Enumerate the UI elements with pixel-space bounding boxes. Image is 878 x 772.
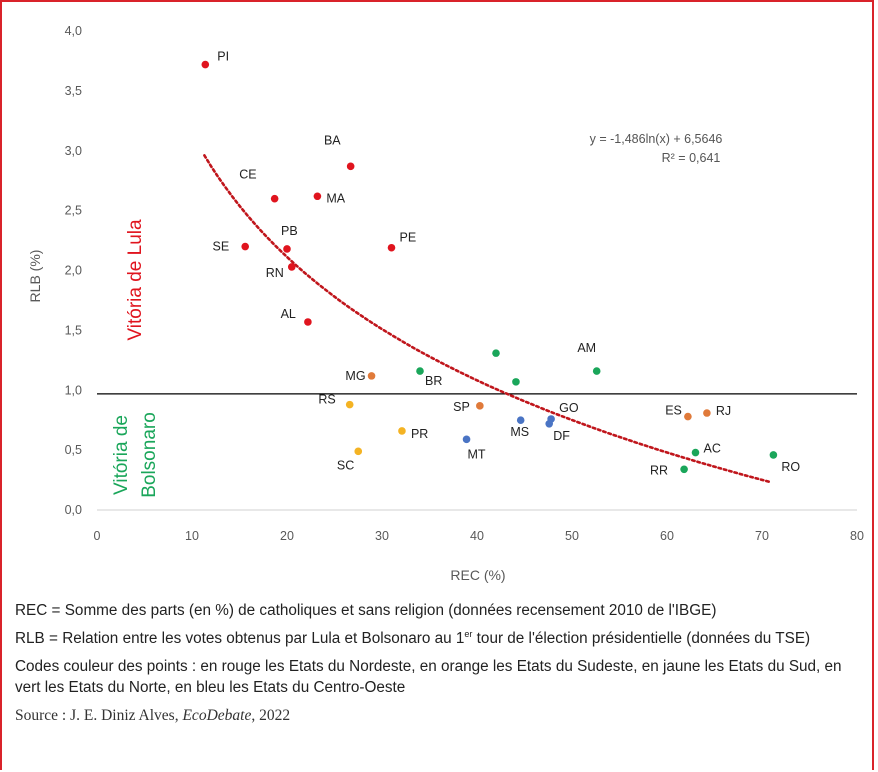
data-point — [516, 416, 525, 424]
data-point — [492, 349, 500, 357]
point-label: BR — [425, 374, 442, 388]
x-tick-label: 30 — [375, 529, 389, 543]
x-tick-label: 40 — [470, 529, 484, 543]
scatter-chart: 0 10 20 30 40 50 60 70 80 0,0 0,5 1,0 1,5 2,0 2,5 3,0 3,… — [27, 24, 864, 583]
point-label: PR — [411, 427, 428, 441]
y-tick-label: 1,5 — [65, 323, 82, 337]
chart-notes: REC = Somme des parts (en %) de catholiq… — [15, 600, 865, 733]
x-tick-label: 20 — [280, 529, 294, 543]
data-point — [684, 412, 692, 421]
note-rec: REC = Somme des parts (en %) de catholiq… — [15, 602, 717, 619]
x-tick-label: 50 — [565, 529, 579, 543]
point-label: RS — [318, 393, 335, 407]
data-point — [313, 192, 322, 201]
x-tick-label: 80 — [850, 529, 864, 543]
point-label: RR — [650, 463, 668, 477]
trendline — [203, 154, 773, 484]
data-point — [345, 400, 354, 409]
data-point — [398, 427, 406, 435]
trendline-equation: y = -1,486ln(x) + 6,5646 — [590, 132, 723, 146]
axes: 0 10 20 30 40 50 60 70 80 0,0 0,5 1,0 1,5 2,0 2,5 3,0 3,… — [65, 24, 864, 543]
lula-region-label: Vitória de Lula — [125, 219, 146, 341]
point-label: PI — [217, 50, 229, 64]
data-point — [691, 448, 700, 457]
y-tick-label: 2,0 — [65, 264, 82, 278]
data-point — [201, 60, 210, 69]
data-point — [270, 194, 279, 203]
point-label: MT — [468, 447, 486, 461]
point-label: CE — [239, 168, 256, 182]
x-tick-label: 70 — [755, 529, 769, 543]
y-tick-label: 2,5 — [65, 204, 82, 218]
data-point — [287, 263, 296, 271]
data-point — [241, 242, 249, 251]
point-label: ES — [665, 404, 682, 418]
point-label: RN — [266, 266, 284, 280]
point-label: AL — [281, 307, 296, 321]
bolsonaro-region-label-line1: Vitória de — [111, 415, 132, 495]
note-colors: Codes couleur des points : en rouge les … — [15, 658, 842, 696]
y-tick-label: 1,0 — [65, 383, 82, 397]
data-point — [367, 372, 376, 380]
data-point — [304, 318, 312, 326]
data-point — [346, 162, 355, 171]
bolsonaro-region-label-line2: Bolsonaro — [139, 412, 160, 498]
data-point — [416, 367, 424, 375]
point-labels: PI BA CE MA SE PB PE RN AL MG SP ES RJ RS PR SC BR AM AC RR… — [213, 50, 801, 478]
point-label: DF — [553, 429, 570, 443]
source-citation: Source : J. E. Diniz Alves, EcoDebate, 2… — [15, 707, 291, 724]
point-label: GO — [559, 401, 579, 415]
x-axis-label: REC (%) — [450, 567, 505, 583]
point-label: MG — [345, 369, 365, 383]
point-label: RJ — [716, 404, 731, 418]
trendline-path — [203, 154, 773, 484]
point-label: PE — [400, 231, 417, 245]
note-rlb: RLB = Relation entre les votes obtenus p… — [15, 628, 811, 647]
point-label: AM — [577, 341, 596, 355]
y-tick-label: 3,5 — [65, 84, 82, 98]
trendline-r2: R² = 0,641 — [662, 151, 721, 165]
point-label: SE — [213, 240, 230, 254]
data-point — [387, 243, 396, 252]
data-point — [703, 409, 711, 417]
data-point — [354, 447, 363, 456]
point-label: RO — [781, 460, 800, 474]
y-axis-label: RLB (%) — [27, 250, 43, 303]
x-tick-label: 0 — [94, 529, 101, 543]
point-label: MA — [326, 191, 345, 205]
data-point — [476, 402, 484, 410]
data-point — [462, 435, 471, 444]
point-label: SC — [337, 458, 354, 472]
point-label: PB — [281, 224, 298, 238]
point-label: AC — [704, 442, 721, 456]
point-label: SP — [453, 400, 470, 414]
y-tick-label: 0,0 — [65, 503, 82, 517]
data-point — [680, 465, 688, 474]
y-tick-label: 3,0 — [65, 144, 82, 158]
data-point — [545, 419, 553, 428]
y-tick-label: 0,5 — [65, 443, 82, 457]
x-tick-label: 10 — [185, 529, 199, 543]
y-tick-label: 4,0 — [65, 24, 82, 38]
data-point — [512, 378, 520, 386]
data-point — [769, 451, 778, 459]
data-points — [201, 60, 778, 474]
data-point — [592, 367, 601, 375]
point-label: MS — [510, 425, 529, 439]
x-tick-label: 60 — [660, 529, 674, 543]
point-label: BA — [324, 133, 341, 147]
data-point — [283, 245, 291, 253]
